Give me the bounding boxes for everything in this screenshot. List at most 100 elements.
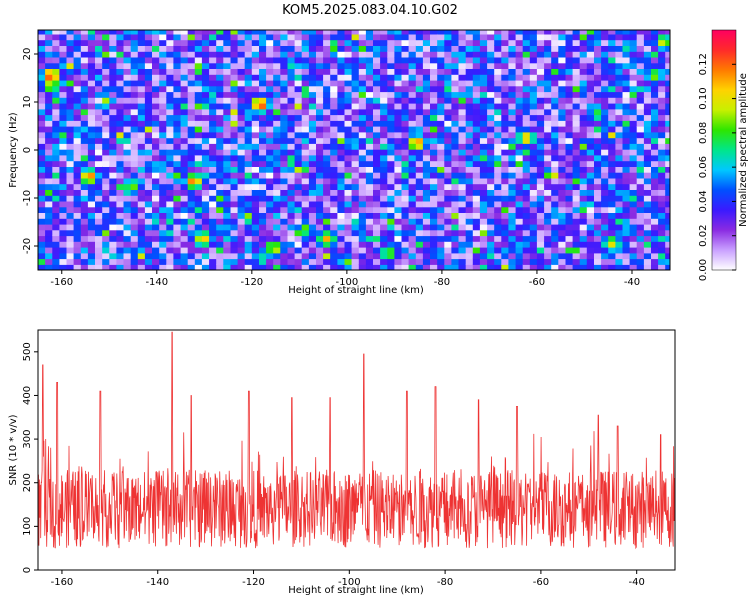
heatmap-cell xyxy=(551,166,559,173)
heatmap-cell xyxy=(408,108,417,116)
heatmap-cell xyxy=(316,85,324,93)
heatmap-cell xyxy=(351,247,360,254)
heatmap-cell xyxy=(458,30,467,35)
heatmap-cell xyxy=(579,177,588,185)
heatmap-cell xyxy=(280,62,288,69)
heatmap-cell xyxy=(323,97,331,104)
heatmap-cell xyxy=(316,200,324,208)
heatmap-cell xyxy=(337,200,346,208)
heatmap-cell xyxy=(323,247,331,254)
heatmap-cell xyxy=(287,229,296,237)
heatmap-cell xyxy=(579,62,588,69)
heatmap-cell xyxy=(494,206,502,213)
heatmap-cell xyxy=(422,258,431,265)
heatmap-cell xyxy=(494,30,502,35)
snr-x-tick-label: -40 xyxy=(629,577,645,588)
heatmap-cell xyxy=(187,241,196,248)
heatmap-cell xyxy=(109,68,117,75)
heatmap-cell xyxy=(323,126,331,133)
heatmap-cell xyxy=(230,143,239,150)
heatmap-cell xyxy=(522,177,531,185)
heatmap-cell xyxy=(579,247,588,254)
heatmap-cell xyxy=(237,183,246,190)
heatmap-cell xyxy=(116,166,125,173)
heatmap-cell xyxy=(187,172,196,179)
heatmap-cell xyxy=(45,126,53,133)
heatmap-cell xyxy=(344,51,353,58)
heatmap-cell xyxy=(536,62,545,69)
heatmap-cell xyxy=(565,149,574,156)
heatmap-cell xyxy=(472,166,481,173)
heatmap-cell xyxy=(479,39,488,46)
heatmap-cell xyxy=(201,56,210,64)
heatmap-cell xyxy=(344,241,353,248)
heatmap-cell xyxy=(665,103,670,110)
heatmap-cell xyxy=(66,45,75,52)
heatmap-cell xyxy=(651,247,659,254)
heatmap-cell xyxy=(487,183,495,190)
heatmap-cell xyxy=(344,235,353,242)
heatmap-cell xyxy=(451,143,460,150)
heatmap-cell xyxy=(622,149,631,156)
heatmap-cell xyxy=(522,229,531,237)
heatmap-cell xyxy=(323,62,331,69)
heatmap-cell xyxy=(244,149,253,156)
heatmap-cell xyxy=(237,241,246,248)
heatmap-cell xyxy=(579,212,588,219)
heatmap-cell xyxy=(95,56,103,64)
heatmap-cell xyxy=(87,85,96,93)
heatmap-cell xyxy=(565,79,574,87)
heatmap-cell xyxy=(422,200,431,208)
heatmap-cell xyxy=(80,79,89,87)
heatmap-cell xyxy=(59,114,68,121)
heatmap-cell xyxy=(230,241,239,248)
heatmap-cell xyxy=(586,120,595,127)
heatmap-cell xyxy=(294,74,303,81)
heatmap-cell xyxy=(522,195,531,202)
heatmap-cell xyxy=(608,68,616,75)
heatmap-cell xyxy=(316,252,324,260)
heatmap-cell xyxy=(259,120,267,127)
heatmap-cell xyxy=(380,39,388,46)
heatmap-cell xyxy=(45,45,53,52)
heatmap-cell xyxy=(358,212,367,219)
heatmap-cell xyxy=(643,103,652,110)
heatmap-cell xyxy=(465,108,474,116)
heatmap-cell xyxy=(501,264,509,270)
heatmap-cell xyxy=(401,252,410,260)
heatmap-cell xyxy=(223,103,231,110)
heatmap-cell xyxy=(643,252,652,260)
heatmap-cell xyxy=(137,137,146,144)
heatmap-cell xyxy=(487,30,495,35)
heatmap-cell xyxy=(316,264,324,270)
heatmap-cell xyxy=(301,143,310,150)
heatmap-cell xyxy=(45,247,53,254)
heatmap-cell xyxy=(201,172,210,179)
heatmap-cell xyxy=(365,91,374,98)
heatmap-cell xyxy=(572,85,581,93)
heatmap-cell xyxy=(308,206,317,213)
heatmap-cell xyxy=(287,264,296,270)
heatmap-cell xyxy=(451,160,460,167)
heatmap-cell xyxy=(344,189,353,196)
heatmap-cell xyxy=(651,68,659,75)
heatmap-cell xyxy=(665,218,670,225)
heatmap-cell xyxy=(102,74,110,81)
heatmap-cell xyxy=(216,39,224,46)
heatmap-cell xyxy=(501,33,509,41)
heatmap-cell xyxy=(344,223,353,231)
heatmap-cell xyxy=(52,223,60,231)
heatmap-cell xyxy=(130,264,139,270)
heatmap-cell xyxy=(152,131,160,139)
heatmap-cell xyxy=(130,137,139,144)
heatmap-cell xyxy=(565,252,574,260)
heatmap-cell xyxy=(316,143,324,150)
heatmap-cell xyxy=(287,51,296,58)
heatmap-cell xyxy=(479,120,488,127)
heatmap-cell xyxy=(230,218,239,225)
heatmap-cell xyxy=(316,235,324,242)
heatmap-cell xyxy=(508,108,517,116)
heatmap-cell xyxy=(337,166,346,173)
heatmap-cell xyxy=(266,91,274,98)
heatmap-cell xyxy=(430,212,438,219)
